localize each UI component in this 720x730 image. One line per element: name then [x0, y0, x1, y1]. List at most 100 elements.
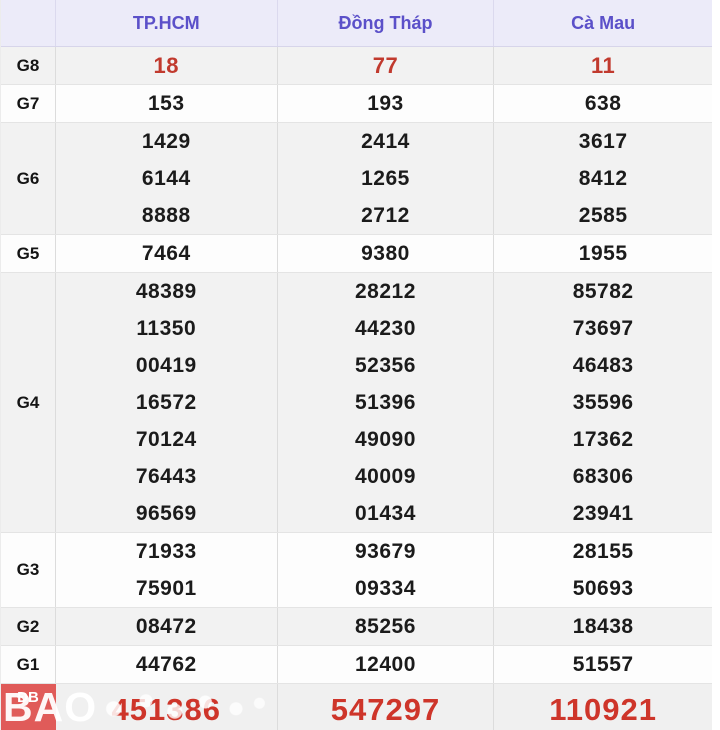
result-number: 2712 — [361, 204, 410, 227]
result-number: 00419 — [135, 354, 197, 377]
result-number: 51396 — [355, 391, 416, 414]
result-number: 01434 — [355, 502, 416, 525]
prize-label: G8 — [1, 47, 56, 84]
result-number: 16572 — [135, 391, 197, 414]
result-cell: 48389 11350 00419 16572 70124 76443 96569 — [56, 273, 278, 532]
result-number: 75901 — [135, 577, 197, 600]
header-row: TP.HCM Đồng Tháp Cà Mau — [1, 0, 712, 47]
result-number: 11350 — [136, 317, 197, 340]
result-cell: 638 — [494, 85, 712, 122]
result-number: 1265 — [361, 167, 410, 190]
result-cell: 28212 44230 52356 51396 49090 40009 01434 — [278, 273, 495, 532]
result-number: 50693 — [572, 577, 634, 600]
result-number: 76443 — [135, 465, 197, 488]
result-number: 73697 — [572, 317, 634, 340]
result-number: 44762 — [135, 653, 197, 676]
prize-row-G4: G4 48389 11350 00419 16572 70124 76443 96569 282… — [1, 273, 712, 533]
result-cell: 451386 — [56, 684, 278, 730]
result-cell: 85782 73697 46483 35596 17362 68306 23941 — [494, 273, 712, 532]
result-number: 2414 — [361, 130, 410, 153]
prize-row-G3: G3 71933 75901 93679 09334 28155 50693 — [1, 533, 712, 608]
column-header: TP.HCM — [56, 0, 278, 46]
result-cell: 110921 — [494, 684, 712, 730]
result-cell: 08472 — [56, 608, 278, 645]
result-number: 3617 — [578, 130, 628, 153]
result-number: 85782 — [572, 280, 634, 303]
result-number: 18438 — [572, 615, 634, 638]
result-cell: 7464 — [56, 235, 278, 272]
result-cell: 547297 — [278, 684, 495, 730]
result-cell: 18 — [56, 47, 278, 84]
result-cell: 11 — [494, 47, 712, 84]
result-number: 17362 — [572, 428, 634, 451]
prize-row-G6: G6 1429 6144 8888 2414 1265 2712 3617 8412 2585 — [1, 123, 712, 235]
result-number: 18 — [153, 53, 179, 78]
result-number: 93679 — [355, 540, 416, 563]
result-number: 8888 — [141, 204, 191, 227]
result-cell: 9380 — [278, 235, 495, 272]
prize-label: G7 — [1, 85, 56, 122]
result-number: 70124 — [135, 428, 197, 451]
table-body: G8 18 77 11 G7 153 193 638 G6 1429 6144 8888 2414 126… — [1, 47, 712, 730]
result-number: 638 — [584, 92, 622, 115]
header-corner-cell — [1, 0, 56, 46]
result-cell: 28155 50693 — [494, 533, 712, 607]
result-number: 48389 — [135, 280, 197, 303]
result-cell: 85256 — [278, 608, 495, 645]
result-number: 547297 — [330, 692, 441, 727]
result-cell: 77 — [278, 47, 495, 84]
result-cell: 71933 75901 — [56, 533, 278, 607]
result-cell: 3617 8412 2585 — [494, 123, 712, 234]
prize-row-G8: G8 18 77 11 — [1, 47, 712, 85]
result-number: 12400 — [355, 653, 416, 676]
column-header: Đồng Tháp — [278, 0, 495, 46]
result-number: 23941 — [572, 502, 634, 525]
prize-row-G2: G2 08472 85256 18438 — [1, 608, 712, 646]
result-number: 9380 — [361, 242, 410, 265]
result-number: 51557 — [572, 653, 634, 676]
result-number: 28212 — [355, 280, 416, 303]
prize-row-G1: G1 44762 12400 51557 — [1, 646, 712, 684]
prize-label: G6 — [1, 123, 56, 234]
result-number: 193 — [367, 92, 404, 115]
result-number: 28155 — [572, 540, 634, 563]
result-cell: 18438 — [494, 608, 712, 645]
result-number: 68306 — [572, 465, 634, 488]
result-number: 8412 — [578, 167, 628, 190]
result-number: 110921 — [549, 692, 658, 727]
prize-label: G4 — [1, 273, 56, 532]
result-number: 6144 — [141, 167, 191, 190]
prize-row-DB: ĐB 451386 547297 110921 — [1, 684, 712, 730]
result-number: 77 — [372, 53, 399, 78]
result-number: 52356 — [355, 354, 416, 377]
result-cell: 1955 — [494, 235, 712, 272]
result-cell: 1429 6144 8888 — [56, 123, 278, 234]
prize-row-G5: G5 7464 9380 1955 — [1, 235, 712, 273]
result-cell: 12400 — [278, 646, 495, 683]
result-number: 08472 — [135, 615, 197, 638]
result-number: 1429 — [141, 130, 191, 153]
result-number: 46483 — [572, 354, 634, 377]
column-header: Cà Mau — [571, 12, 636, 33]
result-number: 11 — [591, 53, 616, 78]
result-cell: 51557 — [494, 646, 712, 683]
result-cell: 2414 1265 2712 — [278, 123, 495, 234]
result-number: 35596 — [572, 391, 634, 414]
result-cell: 44762 — [56, 646, 278, 683]
prize-label: G1 — [1, 646, 56, 683]
result-cell: 93679 09334 — [278, 533, 495, 607]
prize-label: G5 — [1, 235, 56, 272]
prize-label: G2 — [1, 608, 56, 645]
result-number: 44230 — [355, 317, 416, 340]
prize-label: ĐB — [1, 684, 56, 730]
result-cell: 153 — [56, 85, 278, 122]
result-number: 85256 — [355, 615, 416, 638]
result-number: 153 — [147, 92, 185, 115]
result-number: 1955 — [578, 242, 628, 265]
result-number: 451386 — [111, 692, 221, 727]
result-number: 71933 — [135, 540, 197, 563]
result-number: 2585 — [578, 204, 628, 227]
result-number: 7464 — [141, 242, 191, 265]
